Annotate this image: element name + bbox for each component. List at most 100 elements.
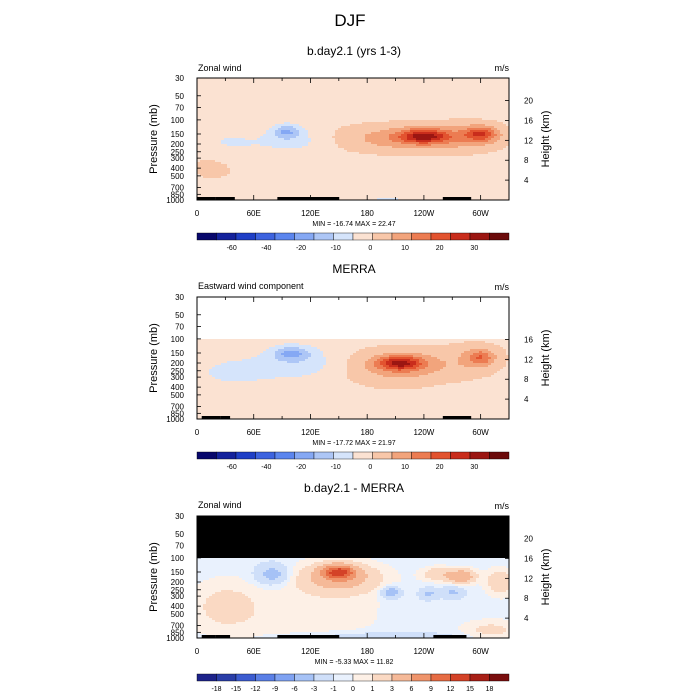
heatmap-cell [413, 130, 416, 132]
heatmap-cell [266, 116, 269, 118]
heatmap-cell [275, 144, 278, 146]
heatmap-cell [335, 124, 338, 126]
heatmap-cell [425, 130, 428, 132]
heatmap-cell [449, 118, 452, 120]
heatmap-cell [260, 126, 263, 128]
heatmap-cell [365, 164, 368, 166]
heatmap-cell [416, 118, 419, 120]
heatmap-cell [308, 162, 311, 164]
heatmap-cell [482, 128, 485, 130]
heatmap-cell [452, 94, 455, 96]
heatmap-cell [200, 84, 203, 86]
heatmap-cell [371, 104, 374, 106]
heatmap-cell [275, 150, 278, 152]
heatmap-cell [452, 170, 455, 172]
heatmap-cell [209, 110, 212, 112]
heatmap-cell [500, 84, 503, 86]
heatmap-cell [446, 84, 449, 86]
heatmap-cell [332, 138, 335, 140]
heatmap-cell [428, 142, 431, 144]
heatmap-cell [371, 148, 374, 150]
heatmap-cell [383, 112, 386, 114]
heatmap-cell [449, 170, 452, 172]
heatmap-cell [353, 158, 356, 160]
heatmap-cell [332, 134, 335, 136]
heatmap-cell [302, 122, 305, 124]
heatmap-cell [257, 142, 260, 144]
heatmap-cell [254, 164, 257, 166]
heatmap-cell [473, 100, 476, 102]
heatmap-cell [386, 172, 389, 174]
heatmap-cell [386, 110, 389, 112]
heatmap-cell [470, 150, 473, 152]
heatmap-cell [452, 88, 455, 90]
heatmap-cell [374, 134, 377, 136]
heatmap-cell [362, 136, 365, 138]
heatmap-cell [227, 82, 230, 84]
heatmap-cell [269, 140, 272, 142]
heatmap-cell [338, 156, 341, 158]
heatmap-cell [434, 110, 437, 112]
heatmap-cell [395, 116, 398, 118]
heatmap-cell [383, 126, 386, 128]
heatmap-cell [419, 138, 422, 140]
heatmap-cell [419, 166, 422, 168]
heatmap-cell [248, 110, 251, 112]
heatmap-cell [374, 84, 377, 86]
heatmap-cell [347, 128, 350, 130]
heatmap-cell [359, 160, 362, 162]
heatmap-cell [236, 128, 239, 130]
heatmap-cell [311, 138, 314, 140]
heatmap-cell [422, 120, 425, 122]
heatmap-cell [200, 122, 203, 124]
heatmap-cell [455, 128, 458, 130]
heatmap-cell [464, 102, 467, 104]
heatmap-cell [422, 116, 425, 118]
heatmap-cell [224, 136, 227, 138]
heatmap-cell [449, 82, 452, 84]
heatmap-cell [341, 136, 344, 138]
heatmap-cell [422, 152, 425, 154]
heatmap-cell [212, 112, 215, 114]
heatmap-cell [350, 142, 353, 144]
heatmap-cell [398, 166, 401, 168]
heatmap-cell [500, 100, 503, 102]
heatmap-cell [416, 94, 419, 96]
heatmap-cell [275, 116, 278, 118]
heatmap-cell [221, 112, 224, 114]
heatmap-cell [284, 118, 287, 120]
heatmap-cell [218, 98, 221, 100]
heatmap-cell [479, 150, 482, 152]
heatmap-cell [398, 154, 401, 156]
heatmap-cell [500, 140, 503, 142]
heatmap-cell [227, 94, 230, 96]
heatmap-cell [212, 94, 215, 96]
heatmap-cell [275, 128, 278, 130]
heatmap-cell [341, 120, 344, 122]
heatmap-cell [320, 130, 323, 132]
heatmap-cell [443, 134, 446, 136]
heatmap-cell [260, 100, 263, 102]
heatmap-cell [374, 152, 377, 154]
heatmap-cell [311, 112, 314, 114]
heatmap-cell [344, 84, 347, 86]
heatmap-cell [242, 134, 245, 136]
heatmap-cell [374, 130, 377, 132]
heatmap-cell [317, 88, 320, 90]
heatmap-cell [311, 164, 314, 166]
heatmap-cell [215, 170, 218, 172]
heatmap-cell [308, 122, 311, 124]
heatmap-cell [284, 164, 287, 166]
heatmap-cell [338, 102, 341, 104]
heatmap-cell [353, 110, 356, 112]
heatmap-cell [215, 84, 218, 86]
heatmap-cell [353, 98, 356, 100]
heatmap-cell [260, 128, 263, 130]
heatmap-cell [380, 136, 383, 138]
heatmap-cell [371, 132, 374, 134]
heatmap-cell [473, 92, 476, 94]
heatmap-cell [320, 116, 323, 118]
heatmap-cell [290, 82, 293, 84]
heatmap-cell [248, 106, 251, 108]
heatmap-cell [398, 170, 401, 172]
